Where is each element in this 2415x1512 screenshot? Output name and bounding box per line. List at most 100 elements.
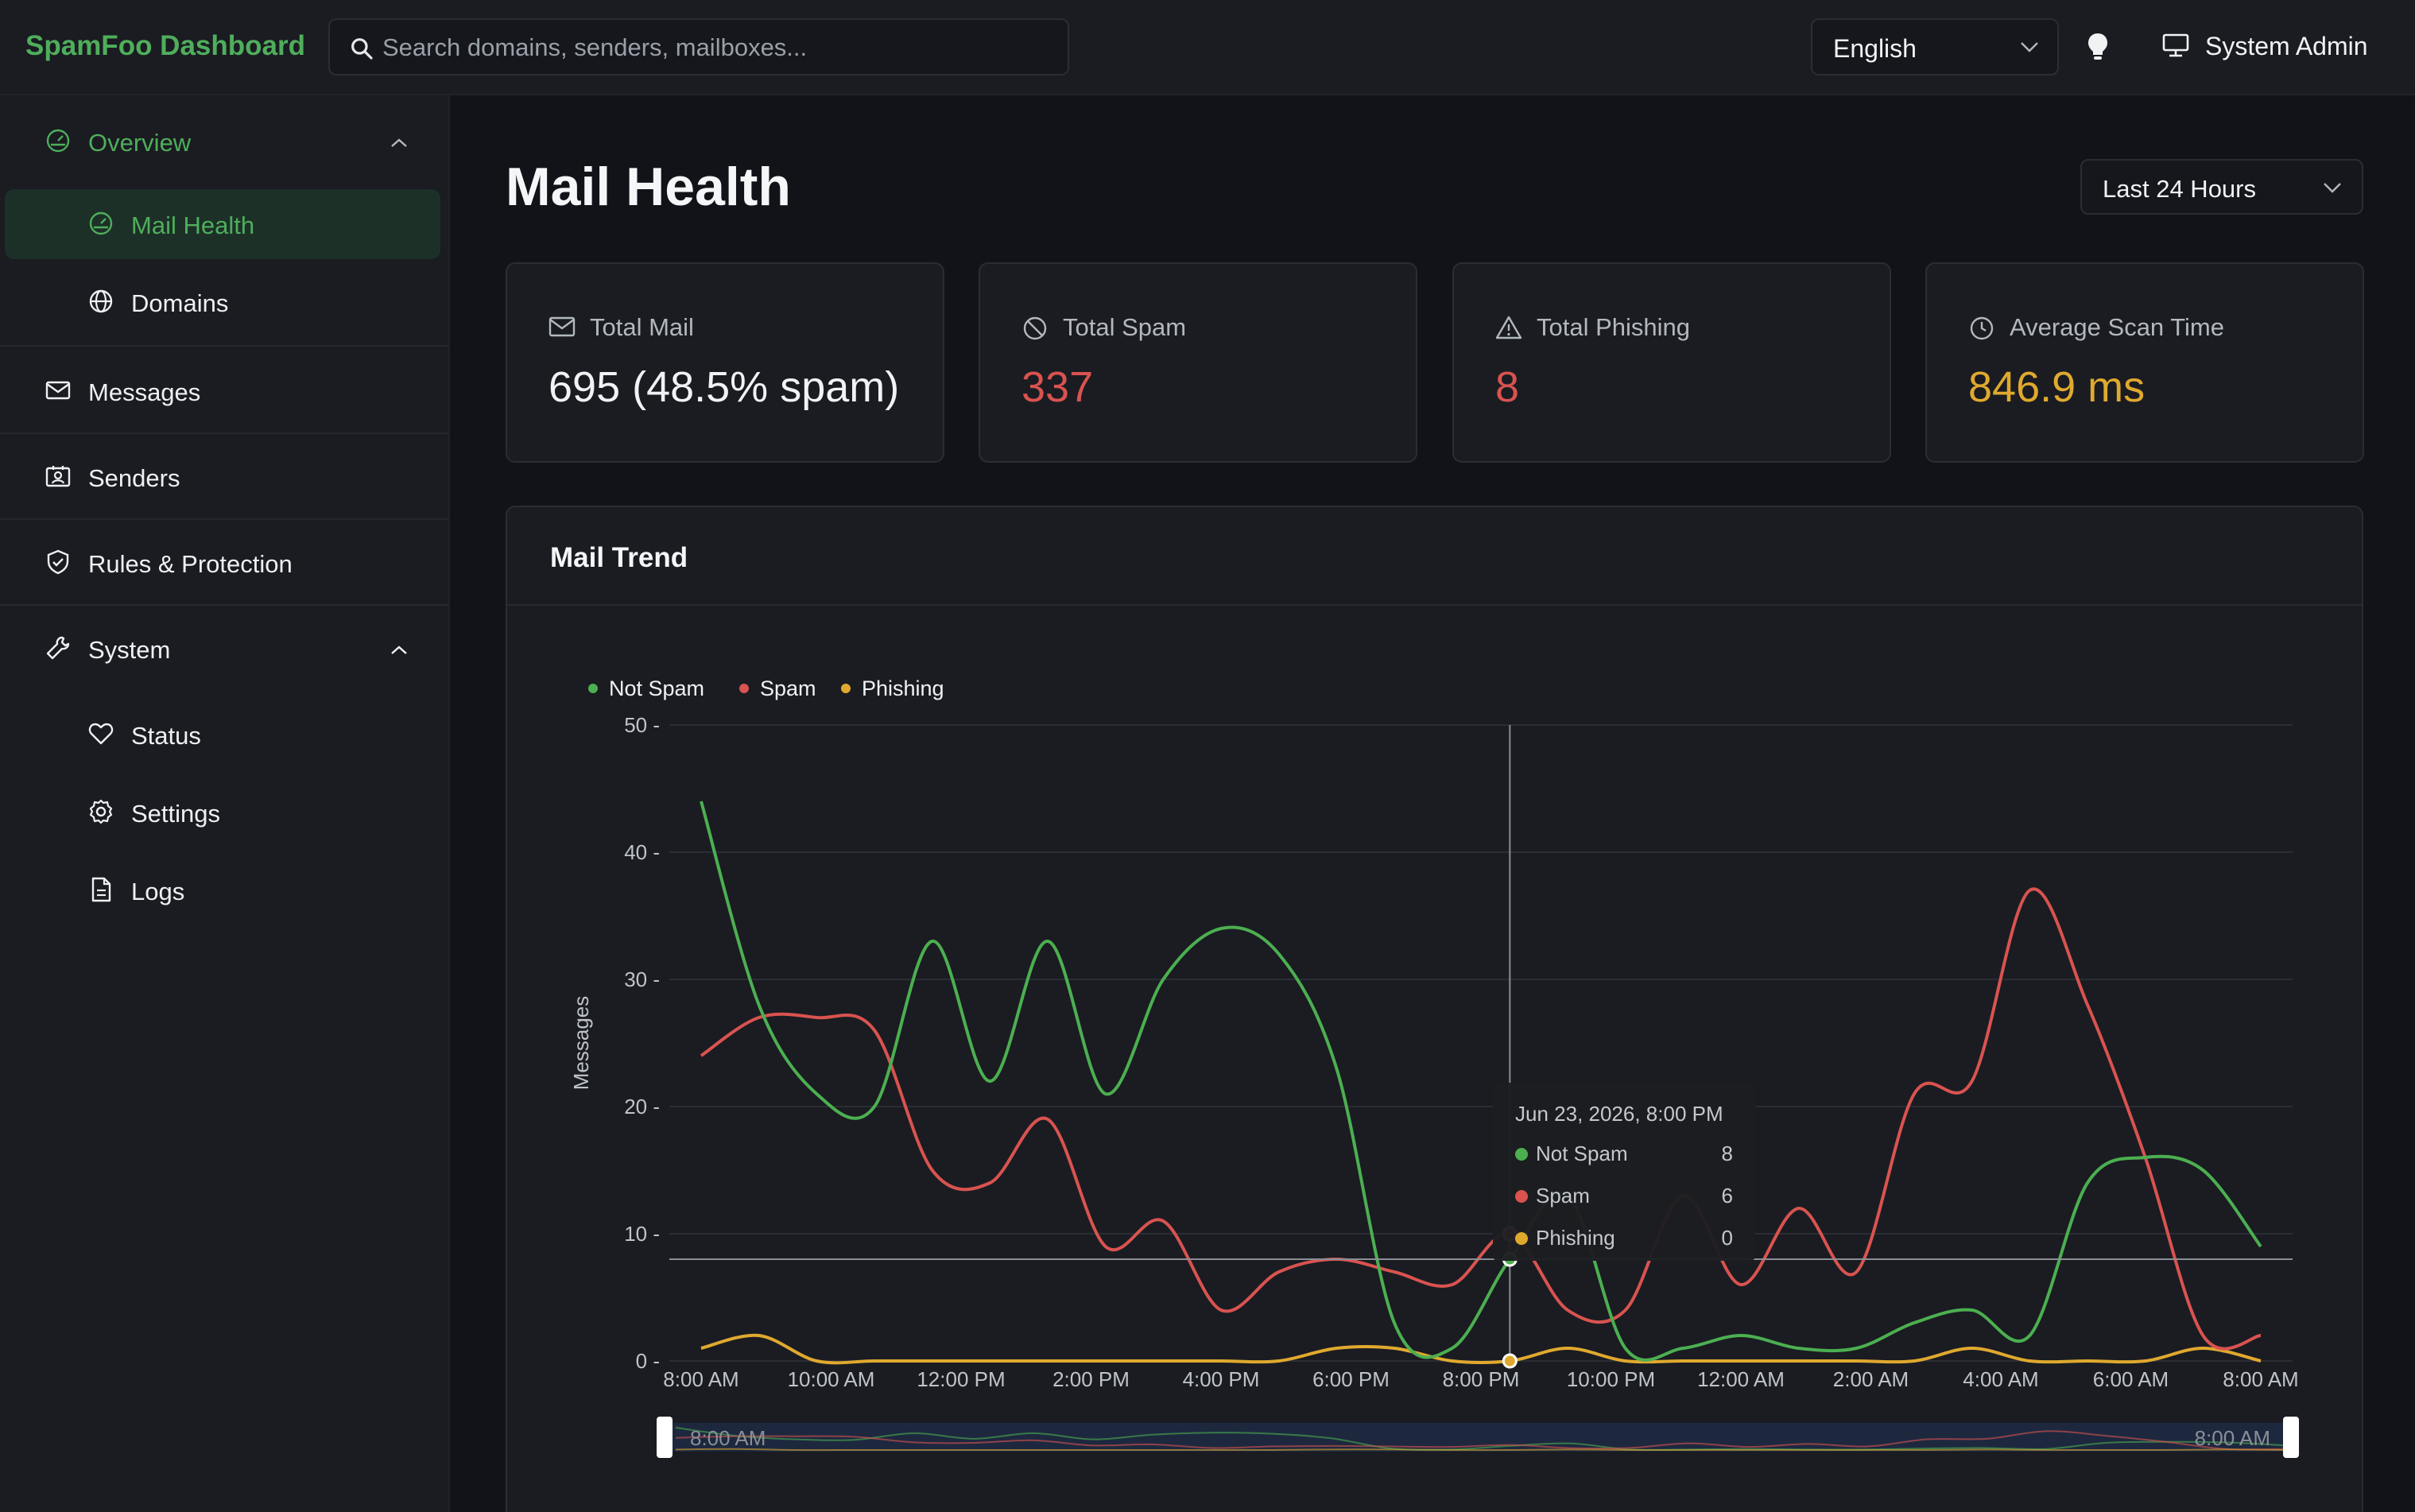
clock-icon [1970,316,1994,340]
sidebar-item-domains[interactable]: Domains [0,278,448,326]
sidebar-item-label: Senders [88,464,180,492]
legend-marker [739,684,749,693]
hover-point [1502,1353,1518,1369]
legend-label: Phishing [862,677,944,700]
y-tick-label: 20 - [624,1095,660,1118]
tooltip-marker [1515,1190,1528,1203]
mail-icon [549,316,576,337]
time-range-select[interactable]: Last 24 Hours [2080,159,2363,215]
mail-icon [45,381,71,400]
series-line-phishing [700,1333,2262,1365]
brand-logo[interactable]: SpamFoo Dashboard [25,30,305,61]
tooltip-series-value: 6 [1722,1184,1733,1208]
gauge-icon [46,129,70,153]
stat-label: Average Scan Time [2010,313,2224,341]
y-tick-label: 30 - [624,967,660,991]
x-tick-label: 4:00 PM [1183,1367,1260,1391]
sidebar-item-messages[interactable]: Messages [0,367,448,415]
top-bar: SpamFoo Dashboard English System Admin [0,0,2415,95]
sidebar-item-label: Domains [131,289,229,317]
sidebar-item-label: System [88,636,171,664]
tooltip-title: Jun 23, 2026, 8:00 PM [1515,1102,1723,1126]
contact-card-icon [45,466,71,487]
heart-icon [88,723,114,745]
stat-card-total-phishing: Total Phishing 8 [1452,262,1891,463]
sidebar-item-label: Rules & Protection [88,550,293,578]
sidebar-item-overview[interactable]: Overview [0,119,448,167]
chevron-up-icon [391,138,407,147]
tooltip-marker [1515,1232,1528,1245]
sidebar-item-senders[interactable]: Senders [0,453,448,501]
x-tick-label: 8:00 AM [2223,1367,2298,1391]
document-icon [91,877,111,902]
stat-label: Total Spam [1063,313,1187,341]
y-axis-label: Messages [569,996,593,1091]
sidebar-item-label: Logs [131,878,185,905]
chevron-up-icon [391,646,407,654]
stat-card-average-scan-time: Average Scan Time 846.9 ms [1925,262,2364,463]
stat-value: 846.9 ms [1968,363,2146,411]
zoom-brush-track [669,1423,2294,1452]
sidebar-item-rules[interactable]: Rules & Protection [0,539,448,587]
zoom-brush-series [675,1426,2285,1451]
warning-icon [1495,316,1522,339]
language-value: English [1833,34,1917,63]
x-tick-label: 2:00 PM [1052,1367,1130,1391]
panel-title: Mail Trend [550,542,688,573]
zoom-handle-left[interactable] [657,1417,673,1458]
legend-label: Spam [760,677,816,700]
user-name: System Admin [2205,32,2368,60]
x-tick-label: 10:00 PM [1567,1367,1655,1391]
chevron-down-icon [2324,183,2341,193]
legend-marker [841,684,851,693]
tooltip-background [1493,1083,1755,1261]
shield-check-icon [47,549,69,575]
sidebar-divider [0,518,448,520]
tooltip-marker [1515,1148,1528,1161]
stat-value: 337 [1021,363,1094,411]
theme-toggle-icon[interactable] [2086,32,2110,64]
y-tick-label: 10 - [624,1222,660,1246]
zoom-brush-start-label: 8:00 AM [690,1426,766,1450]
page-title: Mail Health [506,157,791,217]
stat-card-total-mail: Total Mail 695 (48.5% spam) [506,262,944,463]
language-select[interactable]: English [1811,18,2059,76]
x-tick-label: 6:00 AM [2093,1367,2169,1391]
search-box[interactable] [328,18,1069,76]
zoom-brush-end-label: 8:00 AM [2195,1426,2270,1450]
zoom-handle-right[interactable] [2283,1417,2299,1458]
sidebar-item-label: Mail Health [131,211,255,239]
stat-value: 695 (48.5% spam) [549,363,900,411]
sidebar-item-mail-health[interactable]: Mail Health [0,200,448,248]
wrench-icon [46,636,70,660]
y-tick-label: 50 - [624,713,660,737]
x-tick-label: 6:00 PM [1312,1367,1390,1391]
x-tick-label: 12:00 AM [1697,1367,1785,1391]
globe-icon [89,289,113,313]
x-tick-label: 4:00 AM [1963,1367,2038,1391]
sidebar-divider [0,345,448,347]
sidebar-item-settings[interactable]: Settings [0,789,448,836]
sidebar-item-status[interactable]: Status [0,711,448,758]
series-line-not-spam [700,801,2262,1362]
gauge-icon [89,211,113,235]
y-tick-label: 40 - [624,840,660,864]
tooltip-series-name: Spam [1536,1184,1590,1208]
tooltip-series-value: 0 [1722,1226,1733,1250]
x-tick-label: 2:00 AM [1833,1367,1909,1391]
legend-marker [588,684,598,693]
x-tick-label: 12:00 PM [917,1367,1005,1391]
search-icon [351,38,373,60]
sidebar: Overview Mail Health Domains Messages [0,95,450,1512]
search-input[interactable] [382,28,1050,68]
stat-label: Total Phishing [1537,313,1691,341]
tooltip-series-name: Phishing [1536,1226,1615,1250]
mail-trend-chart[interactable]: 0 - 10 - 20 - 30 - 40 - 50 - 8:00 AM 10:00 AM 12… [507,507,2365,1512]
sidebar-item-logs[interactable]: Logs [0,866,448,914]
gear-icon [89,799,113,824]
zoom-brush-series [675,1430,2285,1451]
x-tick-label: 8:00 AM [663,1367,738,1391]
tooltip-series-name: Not Spam [1536,1142,1628,1165]
time-range-value: Last 24 Hours [2103,175,2256,203]
sidebar-item-system[interactable]: System [0,625,448,673]
